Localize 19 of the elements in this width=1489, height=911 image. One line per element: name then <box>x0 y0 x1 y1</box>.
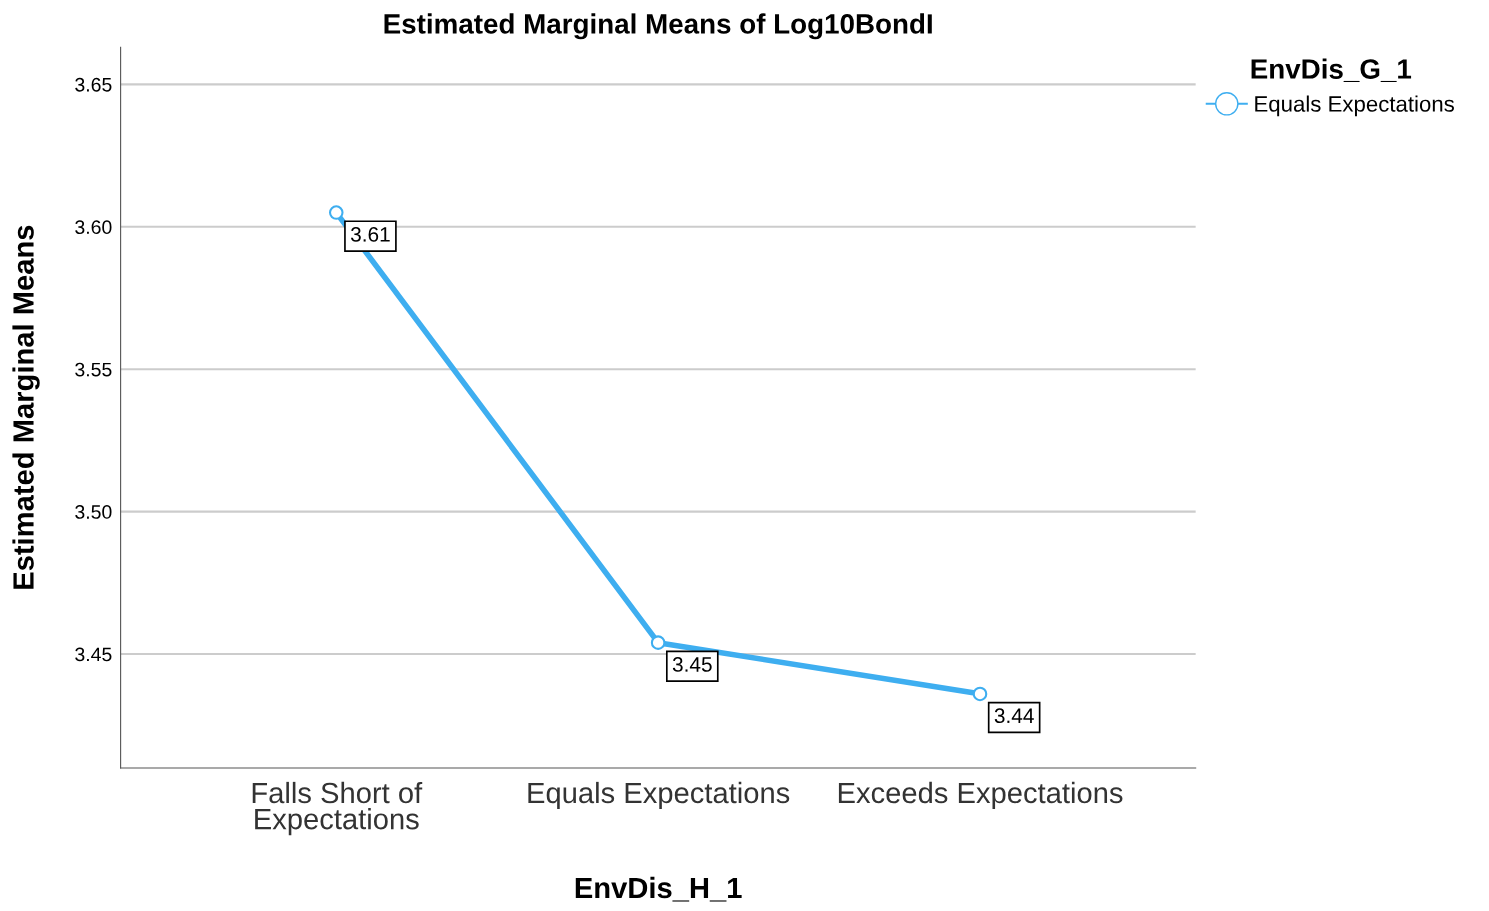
legend-label: Equals Expectations <box>1255 95 1454 117</box>
point <box>650 635 666 650</box>
legend-title: EnvDis_G_1 <box>1251 58 1412 82</box>
x-axis-title: EnvDis_H_1 <box>575 876 742 902</box>
y-tick-label: 3.55 <box>75 362 112 377</box>
y-axis-title: Estimated Marginal Means <box>12 225 40 589</box>
y-tick-label: 3.50 <box>75 505 112 519</box>
y-tick-label: 3.60 <box>75 220 112 235</box>
chart-title: Estimated Marginal Means of Log10BondI <box>384 13 932 40</box>
point <box>328 205 344 220</box>
x-tick-label: Exceeds Expectations <box>838 781 1123 810</box>
y-tick-label: 3.45 <box>75 647 112 662</box>
data-label: 3.45 <box>672 657 712 672</box>
point <box>972 686 988 702</box>
x-tick-label: Falls Short of Expectations <box>252 781 423 836</box>
x-tick-label: Equals Expectations <box>528 781 790 810</box>
data-label: 3.61 <box>350 227 390 242</box>
data-label: 3.44 <box>994 708 1034 724</box>
y-tick-label: 3.65 <box>75 77 112 92</box>
